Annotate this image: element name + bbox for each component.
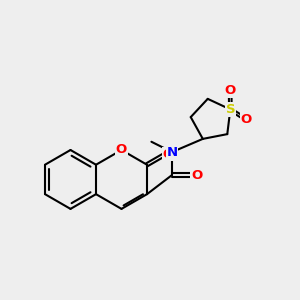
Text: S: S bbox=[226, 103, 235, 116]
Text: O: O bbox=[191, 169, 202, 182]
Text: O: O bbox=[163, 148, 174, 160]
Text: O: O bbox=[240, 113, 251, 126]
Text: O: O bbox=[225, 84, 236, 98]
Text: O: O bbox=[116, 142, 127, 156]
Text: N: N bbox=[167, 146, 178, 159]
